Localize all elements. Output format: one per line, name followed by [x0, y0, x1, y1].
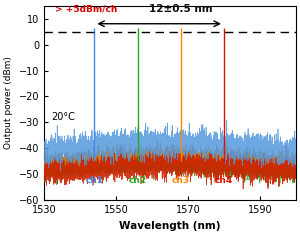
Text: ch1: ch1 — [85, 176, 103, 185]
Text: > +5dBm/ch: > +5dBm/ch — [55, 5, 117, 14]
Text: 12±0.5 nm: 12±0.5 nm — [149, 4, 213, 14]
Y-axis label: Output power (dBm): Output power (dBm) — [4, 57, 13, 149]
Text: ch4: ch4 — [215, 176, 233, 185]
Text: ch3: ch3 — [172, 176, 190, 185]
Text: ch2: ch2 — [128, 176, 147, 185]
X-axis label: Wavelength (nm): Wavelength (nm) — [119, 221, 221, 231]
Text: 20°C: 20°C — [51, 112, 75, 122]
